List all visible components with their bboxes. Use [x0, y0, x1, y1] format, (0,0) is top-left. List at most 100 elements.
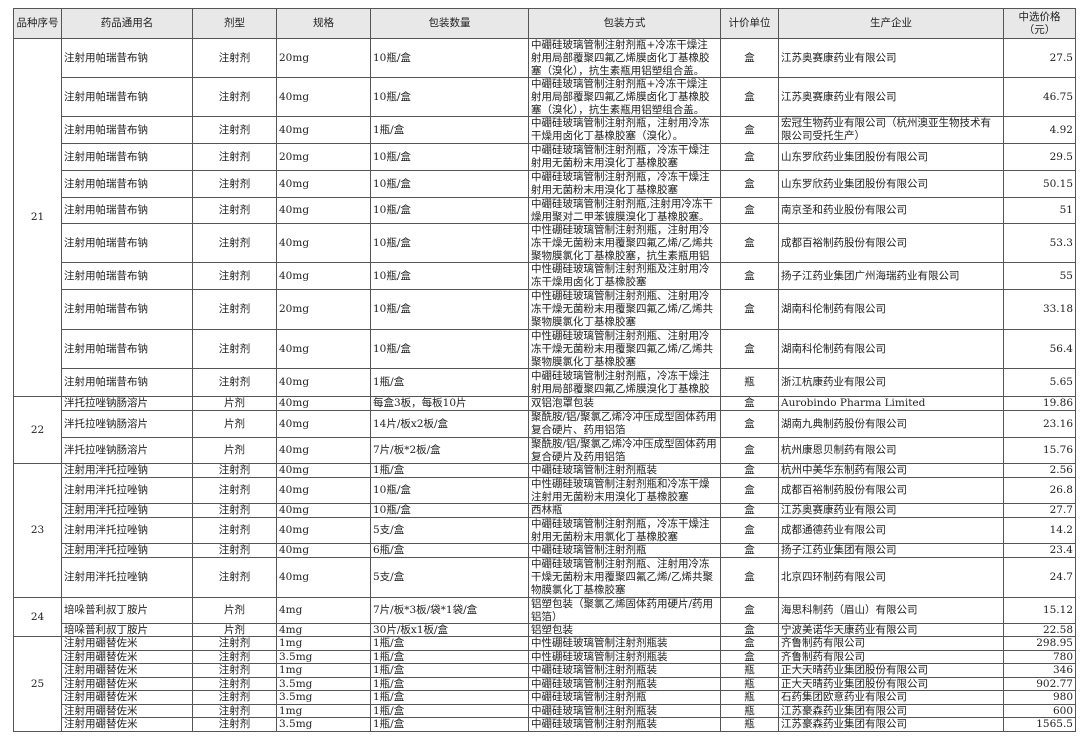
- cell-dosage-form: 注射剂: [192, 650, 277, 664]
- manufacturer-text: Aurobindo Pharma Limited: [781, 397, 926, 410]
- price-text: 5.65: [1049, 376, 1073, 388]
- cell-unit: 瓶: [720, 677, 779, 691]
- drug-name-text: 注射用帕瑞昔布钠: [64, 123, 148, 136]
- cell-manufacturer: 成都百裕制药股份有限公司: [778, 223, 1004, 263]
- header-drug-name: 药品通用名: [61, 8, 193, 39]
- pack-method-text: 中硼硅玻璃管制注射剂瓶，冷冻干燥注射用无菌粉末用溴化丁基橡胶塞: [531, 171, 710, 197]
- manufacturer-text: 正大天晴药业集团股份有限公司: [781, 678, 928, 690]
- dosage-form-text: 注射剂: [218, 691, 251, 704]
- table-row: 注射用帕瑞昔布钠 注射剂 40mg 10瓶/盒 中性硼硅玻璃管制注射剂瓶及注射用冷冻干燥…: [14, 262, 1076, 290]
- cell-drug-name: 注射用泮托拉唑钠: [61, 557, 193, 598]
- cell-unit: 盒: [720, 197, 779, 224]
- pack-qty-text: 1瓶/盒: [373, 678, 405, 690]
- pack-qty-text: 1瓶/盒: [373, 123, 405, 136]
- cell-dosage-form: 注射剂: [192, 717, 277, 732]
- cell-pack-qty: 1瓶/盒: [370, 116, 529, 144]
- cell-drug-name: 注射用泮托拉唑钠: [61, 503, 193, 518]
- drug-name-text: 注射用泮托拉唑钠: [64, 571, 148, 583]
- cell-spec: 1mg: [276, 636, 371, 651]
- cell-spec: 40mg: [276, 477, 371, 504]
- dosage-form-text: 注射剂: [218, 544, 251, 557]
- cell-pack-qty: 1瓶/盒: [370, 663, 529, 678]
- dosage-form-text: 注射剂: [218, 51, 251, 64]
- cell-spec: 40mg: [276, 329, 371, 369]
- pack-method-text: 双铝泡罩包装: [531, 397, 594, 410]
- cell-dosage-form: 注射剂: [192, 223, 277, 263]
- price-text: 23.16: [1042, 417, 1073, 430]
- cell-unit: 盒: [720, 396, 779, 411]
- drug-name-text: 培哚普利叔丁胺片: [64, 604, 148, 616]
- dosage-form-text: 片剂: [224, 397, 245, 410]
- dosage-form-text: 注射剂: [218, 651, 251, 663]
- price-text: 980: [1052, 691, 1073, 704]
- cell-dosage-form: 注射剂: [192, 143, 277, 171]
- unit-text: 盒: [744, 123, 755, 136]
- cell-pack-qty: 10瓶/盒: [370, 170, 529, 198]
- price-text: 4.92: [1049, 123, 1073, 136]
- cell-price: 33.18: [1003, 289, 1076, 330]
- cell-unit: 盒: [720, 116, 779, 144]
- cell-pack-method: 中硼硅玻璃管制注射剂瓶装: [528, 463, 721, 478]
- spec-text: 40mg: [279, 444, 310, 456]
- pack-method-text: 中硼硅玻璃管制注射剂瓶装: [531, 664, 657, 677]
- spec-text: 1mg: [279, 664, 303, 677]
- price-text: 15.76: [1042, 444, 1073, 456]
- cell-unit: 盒: [720, 410, 779, 438]
- pack-method-text: 中硼硅玻璃管制注射剂瓶，冷冻干燥注射用无菌粉末用氯化丁基橡胶塞: [531, 518, 710, 543]
- cell-pack-method: 中硼硅玻璃管制注射剂瓶、注射用冷冻干燥无菌粉末用覆聚四氟乙烯/乙烯共聚物膜氯化丁…: [528, 557, 721, 598]
- table-row: 注射用泮托拉唑钠 注射剂 40mg 6瓶/盒 中硼硅玻璃管制注射剂瓶 盒 扬子江药业集团有限…: [14, 543, 1076, 558]
- unit-text: 盒: [744, 624, 755, 636]
- pack-qty-text: 10瓶/盒: [373, 342, 411, 355]
- table-row: 21 注射用帕瑞昔布钠 注射剂 20mg 10瓶/盒 中硼硅玻璃管制注射剂瓶+冷冻干燥注射…: [13, 38, 1076, 397]
- price-text: 29.5: [1049, 150, 1073, 163]
- cell-pack-method: 中性硼硅玻璃管制注射剂瓶和冷冻干燥注射用无菌粉末用溴化丁基橡胶塞: [528, 477, 721, 504]
- drug-name-text: 注射用泮托拉唑钠: [64, 504, 148, 517]
- cell-dosage-form: 注射剂: [192, 170, 277, 198]
- cell-drug-name: 注射用帕瑞昔布钠: [61, 143, 193, 171]
- table-row: 注射用帕瑞昔布钠 注射剂 20mg 10瓶/盒 中性硼硅玻璃管制注射剂瓶、注射用冷冻干燥…: [14, 289, 1076, 330]
- unit-text: 盒: [744, 303, 755, 315]
- cell-manufacturer: 成都通德药业有限公司: [778, 517, 1004, 544]
- cell-pack-method: 铝塑包装（聚氯乙烯固体药用硬片/药用铝箔）: [528, 597, 721, 624]
- group-seq-number: 21: [13, 38, 62, 397]
- cell-pack-qty: 1瓶/盒: [370, 368, 529, 397]
- cell-pack-qty: 5支/盒: [370, 517, 529, 544]
- drug-name-text: 注射用帕瑞昔布钠: [64, 204, 148, 216]
- drug-name-text: 注射用帕瑞昔布钠: [64, 90, 148, 103]
- cell-dosage-form: 注射剂: [192, 677, 277, 691]
- table-row: 注射用硼替佐米 注射剂 3.5mg 1瓶/盒 中性硼硅玻璃管制注射剂瓶装 盒 齐鲁制药有限公…: [14, 650, 1076, 664]
- cell-manufacturer: 正大天晴药业集团股份有限公司: [778, 677, 1004, 691]
- pack-qty-text: 10瓶/盒: [373, 484, 411, 496]
- spec-text: 1mg: [279, 705, 303, 717]
- cell-drug-name: 注射用泮托拉唑钠: [61, 463, 193, 478]
- cell-spec: 40mg: [276, 543, 371, 558]
- dosage-form-text: 注射剂: [218, 303, 251, 315]
- manufacturer-text: 成都百裕制药股份有限公司: [781, 236, 907, 249]
- price-text: 346: [1052, 664, 1073, 677]
- cell-dosage-form: 注射剂: [192, 557, 277, 598]
- cell-price: 55: [1003, 262, 1076, 290]
- pack-qty-text: 1瓶/盒: [373, 651, 405, 663]
- cell-manufacturer: 江苏豪森药业集团有限公司: [778, 704, 1004, 718]
- table-row: 24 培哚普利叔丁胺片 片剂 4mg 7片/板*3板/袋*1袋/盒 铝塑包装（聚氯乙烯固体…: [13, 597, 1076, 637]
- pack-method-text: 中硼硅玻璃管制注射剂瓶，注射用冷冻干燥用卤化丁基橡胶塞（溴化）。: [531, 117, 710, 143]
- cell-spec: 40mg: [276, 368, 371, 397]
- cell-price: 14.2: [1003, 517, 1076, 544]
- cell-price: 46.75: [1003, 77, 1076, 117]
- cell-price: 2.56: [1003, 463, 1076, 478]
- manufacturer-text: 浙江杭康药业有限公司: [781, 376, 886, 388]
- cell-manufacturer: 山东罗欣药业集团股份有限公司: [778, 143, 1004, 171]
- pack-qty-text: 10瓶/盒: [373, 236, 411, 249]
- dosage-form-text: 注射剂: [218, 504, 251, 517]
- unit-text: 瓶: [744, 678, 755, 690]
- cell-spec: 20mg: [276, 143, 371, 171]
- price-text: 780: [1052, 651, 1073, 663]
- cell-unit: 瓶: [720, 704, 779, 718]
- cell-pack-qty: 7片/板*3板/袋*1袋/盒: [370, 597, 529, 624]
- cell-unit: 盒: [720, 170, 779, 198]
- cell-dosage-form: 注射剂: [192, 517, 277, 544]
- cell-unit: 盒: [720, 597, 779, 624]
- cell-manufacturer: 江苏奥赛康药业有限公司: [778, 77, 1004, 117]
- pack-qty-text: 10瓶/盒: [373, 51, 411, 64]
- table-row: 注射用帕瑞昔布钠 注射剂 40mg 10瓶/盒 中硼硅玻璃管制注射剂瓶，冷冻干燥注射用无…: [14, 170, 1076, 198]
